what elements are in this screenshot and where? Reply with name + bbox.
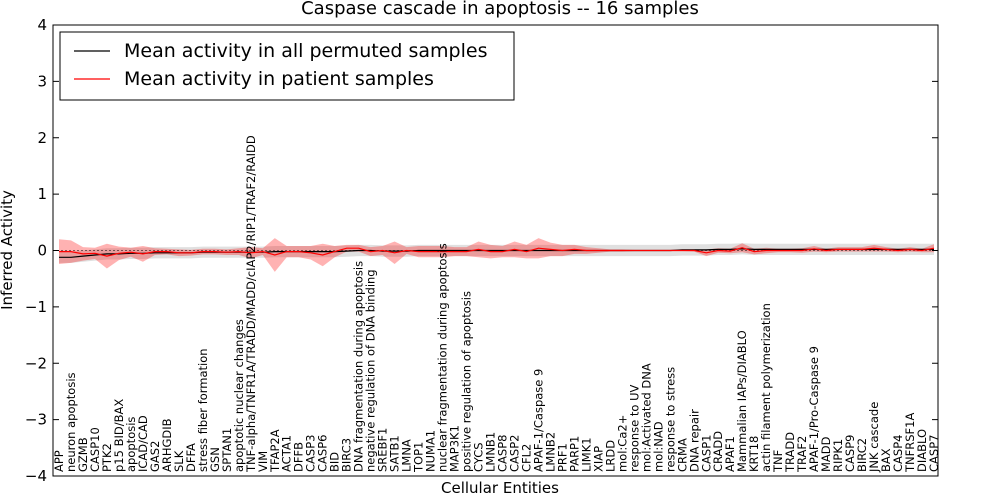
legend: Mean activity in all permuted samples Me… [59, 31, 515, 101]
y-tick-label: 1 [37, 185, 47, 203]
series-0-band [59, 243, 934, 263]
x-category-label: mol:Ca2+ [615, 415, 629, 472]
y-tick-label: −2 [25, 354, 47, 372]
x-category-label: apoptotic nuclear changes [232, 319, 246, 472]
x-category-label: APP [52, 450, 66, 472]
x-category-label: LMNB2 [543, 432, 557, 472]
y-axis-label: Inferred Activity [0, 190, 16, 310]
x-category-label: JNK cascade [867, 402, 881, 473]
x-category-label: TRAF2 [795, 436, 809, 473]
x-category-label: TNF [771, 450, 785, 473]
legend-frame [59, 31, 515, 101]
x-category-label: LMNB1 [484, 432, 498, 472]
x-category-label: CASP2 [508, 435, 522, 472]
x-category-label: RIPK1 [831, 439, 845, 472]
x-category-label: DNA repair [687, 409, 701, 472]
x-category-label: SLK [172, 450, 186, 472]
x-category-label: CRMA [675, 438, 689, 472]
legend-label-permuted: Mean activity in all permuted samples [124, 40, 487, 62]
y-tick-label: −4 [25, 467, 47, 485]
x-category-label: ICAD/CAD [136, 415, 150, 472]
x-category-label: NUMA1 [424, 430, 438, 472]
x-category-label: CASP1 [699, 435, 713, 472]
x-category-label: response to UV [627, 384, 641, 472]
x-category-label: GAS2 [148, 441, 162, 472]
x-category-label: CFL2 [520, 444, 534, 472]
x-category-label: BIRC3 [340, 438, 354, 472]
x-category-label: CASP8 [496, 435, 510, 472]
y-tick-label: 2 [37, 129, 47, 147]
x-category-label: SATB1 [388, 435, 402, 472]
x-category-label: ARHGDIB [160, 418, 174, 472]
x-category-label: LRDD [603, 440, 617, 472]
series-1-band [59, 238, 934, 272]
x-category-label: negative regulation of DNA binding [364, 269, 378, 472]
x-category-label: APAF-1/Pro-Caspase 9 [807, 346, 821, 472]
x-category-label: CASP6 [316, 435, 330, 472]
x-category-label: positive regulation of apoptosis [460, 291, 474, 472]
x-category-label: response to stress [663, 367, 677, 472]
y-tick-label: 3 [37, 72, 47, 90]
x-category-label: MAP3K1 [448, 425, 462, 472]
series-1-line [59, 247, 935, 257]
x-category-label: SREBF1 [376, 428, 390, 472]
y-tick-label: 0 [37, 242, 47, 260]
x-category-label: APAF1 [723, 436, 737, 472]
x-category-label: CRADD [711, 431, 725, 472]
x-category-label: SPTAN1 [220, 428, 234, 472]
x-category-label: mol:Activated DNA [639, 363, 653, 472]
x-category-label: CASP4 [891, 435, 905, 472]
x-category-label: PRF1 [555, 443, 569, 472]
x-category-label: LMNA [400, 439, 414, 472]
x-category-label: CYCS [472, 442, 486, 472]
x-category-label: DNA fragmentation during apoptosis [352, 261, 366, 472]
x-category-label: ACTA1 [280, 435, 294, 472]
x-category-label: CASP9 [843, 435, 857, 472]
x-category-label: DFFB [292, 442, 306, 472]
x-category-label: MADD [819, 436, 833, 472]
y-tick-label: −3 [25, 411, 47, 429]
x-category-label: mol:NAD [651, 421, 665, 472]
x-category-label: PTK2 [100, 443, 114, 472]
x-category-label: Mammalian IAPs/DIABLO [735, 330, 749, 472]
x-category-label: BIRC2 [855, 438, 869, 472]
x-category-label: BID [328, 452, 342, 472]
x-category-label: DFFA [184, 443, 198, 472]
x-category-label: TFAP2A [268, 429, 282, 473]
x-category-label: nuclear fragmentation during apoptosis [436, 243, 450, 472]
x-category-label: XIAP [591, 446, 605, 472]
x-category-label: TOP1 [412, 442, 426, 473]
x-category-label: CASP7 [927, 435, 941, 472]
x-category-label: VIM [256, 451, 270, 472]
x-category-label: actin filament polymerization [759, 303, 773, 472]
x-category-label: DIABLO [915, 429, 929, 472]
x-category-label: GZMB [76, 437, 90, 472]
x-category-label: GSN [208, 447, 222, 472]
x-category-label: p15 BID/BAX [112, 399, 126, 472]
legend-label-patient: Mean activity in patient samples [124, 68, 434, 90]
x-category-label: stress fiber formation [196, 348, 210, 472]
y-tick-label: −1 [25, 298, 47, 316]
x-category-label: BAX [879, 448, 893, 472]
x-category-label: neuron apoptosis [64, 372, 78, 472]
x-category-label: CASP10 [88, 427, 102, 472]
x-category-label: LIMK1 [579, 437, 593, 472]
x-category-label: apoptosis [124, 417, 138, 472]
x-category-label: APAF-1/Caspase 9 [532, 369, 546, 472]
x-category-label: TRADD [783, 432, 797, 473]
x-category-label: TNFRSF1A [903, 413, 917, 473]
x-category-label: PARP1 [567, 436, 581, 472]
x-category-label: CASP3 [304, 435, 318, 472]
x-category-label: TNF-alpha/TNFR1A/TRADD/MADD/cIAP2/RIP1/T… [244, 135, 258, 473]
chart-title: Caspase cascade in apoptosis -- 16 sampl… [301, 0, 699, 19]
x-axis-label: Cellular Entities [441, 479, 559, 497]
x-category-label: KRT18 [747, 436, 761, 472]
y-tick-label: 4 [37, 16, 47, 34]
